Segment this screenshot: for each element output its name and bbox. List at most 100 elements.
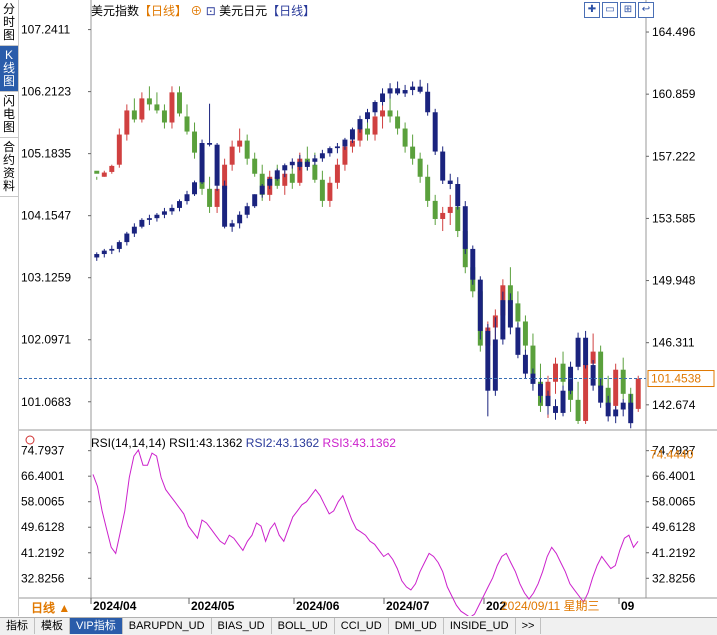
time-label: 09 [621, 599, 635, 613]
full-screen-icon[interactable]: ⊞ [620, 2, 636, 18]
usdjpy-candle [237, 214, 243, 224]
dxy-candle [297, 158, 303, 183]
usdjpy-candle [530, 373, 536, 384]
dxy-candle [139, 98, 145, 120]
dxy-candle [161, 110, 167, 123]
bottom-tab-2[interactable]: VIP指标 [70, 618, 123, 634]
usdjpy-candle [274, 170, 280, 179]
rsi-settings-icon[interactable] [25, 435, 35, 445]
rsi-left-label: 32.8256 [21, 571, 65, 585]
sidebar-tab-0[interactable]: 分时图 [0, 0, 18, 46]
usdjpy-candle [244, 206, 250, 215]
usdjpy-candle [477, 279, 483, 331]
bottom-tab-6[interactable]: CCI_UD [335, 618, 389, 634]
right-price-label: 142.674 [652, 398, 696, 412]
rsi-right-label: 41.2192 [652, 546, 696, 560]
bottom-tab-0[interactable]: 指标 [0, 618, 35, 634]
left-price-label: 105.1835 [21, 147, 71, 161]
usdjpy-candle [229, 223, 235, 227]
usdjpy-candle [342, 139, 348, 147]
chart-svg[interactable]: 107.2411 106.2123 105.1835 104.1547 103.1259… [19, 0, 717, 616]
bottom-tab-7[interactable]: DMI_UD [389, 618, 444, 634]
instrument2-label: 美元日元 [219, 4, 268, 18]
dxy-candle [342, 146, 348, 165]
usdjpy-candle [214, 144, 220, 186]
back-icon[interactable]: ↩ [638, 2, 654, 18]
dxy-candle [553, 363, 558, 382]
dxy-candle [395, 116, 401, 129]
usdjpy-candle [289, 161, 295, 166]
dxy-candle [365, 128, 370, 135]
usdjpy-candle [410, 86, 416, 91]
bottom-tab-3[interactable]: BARUPDN_UD [123, 618, 212, 634]
usdjpy-candle [199, 143, 205, 183]
zoom-in-icon[interactable]: ✚ [584, 2, 600, 18]
left-price-label: 101.0683 [21, 395, 71, 409]
left-price-label: 103.1259 [21, 271, 71, 285]
period-selector: 日线 ▲ [31, 600, 70, 615]
right-price-label: 160.859 [652, 87, 696, 101]
dxy-candle [94, 170, 100, 174]
bottom-tabs: 指标 模板 VIP指标 BARUPDN_UD BIAS_UD BOLL_UD CCI_UD D… [0, 617, 717, 635]
dxy-candle [417, 158, 423, 177]
bottom-tab-4[interactable]: BIAS_UD [212, 618, 272, 634]
dxy-candle [598, 351, 604, 388]
time-label: 2024/05 [191, 599, 235, 613]
dxy-candle [380, 110, 386, 117]
dxy-candle [387, 110, 393, 117]
instrument2-checkbox-icon[interactable]: ⊡ [205, 4, 216, 18]
usdjpy-candle [590, 365, 596, 386]
rsi-right-label: 49.6128 [652, 520, 696, 534]
sidebar-tab-3[interactable]: 合约资料 [0, 138, 18, 197]
usdjpy-candle [267, 178, 273, 186]
dxy-candle [169, 92, 175, 123]
dxy-candle [620, 369, 626, 394]
rsi-header: RSI(14,14,14) RSI1:43.1362 RSI2:43.1362 … [91, 436, 396, 450]
dxy-candle [425, 176, 431, 201]
usdjpy-candle [357, 119, 363, 130]
usdjpy-candle [124, 233, 130, 243]
bottom-tab-8[interactable]: INSIDE_UD [444, 618, 516, 634]
dxy-candle [289, 173, 295, 183]
usdjpy-candle [395, 88, 401, 94]
rsi-right-label: 58.0065 [652, 495, 696, 509]
dxy-candle [124, 110, 130, 135]
rsi2-value: RSI2:43.1362 [245, 436, 320, 450]
left-price-label: 104.1547 [21, 209, 71, 223]
usdjpy-candle [259, 185, 265, 195]
right-price-label: 157.222 [652, 149, 696, 163]
chart-area[interactable]: 107.2411 106.2123 105.1835 104.1547 103.1259… [19, 0, 717, 616]
dxy-candle [613, 369, 619, 406]
usdjpy-candle [387, 88, 393, 94]
usdjpy-candle [184, 194, 190, 202]
rsi-line [92, 448, 639, 616]
usdjpy-candle [380, 93, 386, 102]
dxy-candle [312, 164, 318, 180]
usdjpy-candle [545, 395, 551, 407]
usdjpy-candle [139, 219, 145, 227]
rsi-right-label: 66.4001 [652, 469, 696, 483]
last-price-label: 101.4538 [651, 372, 701, 386]
usdjpy-candle [447, 180, 453, 184]
period-selector-bg[interactable] [19, 600, 89, 616]
zoom-out-icon[interactable]: ▭ [602, 2, 618, 18]
usdjpy-candle [282, 165, 288, 171]
left-price-label: 106.2123 [21, 85, 71, 99]
period2-label: 【日线】 [267, 4, 316, 18]
usdjpy-candle [492, 339, 498, 391]
rsi-left-label: 49.6128 [21, 520, 65, 534]
usdjpy-candle [440, 151, 446, 181]
settings-icon[interactable]: ⊕ [190, 4, 203, 18]
dxy-candle [192, 131, 198, 153]
bottom-tab-9[interactable]: >> [516, 618, 542, 634]
rsi-left-label: 74.7937 [21, 444, 65, 458]
usdjpy-candle [116, 242, 122, 249]
bottom-tab-5[interactable]: BOLL_UD [272, 618, 335, 634]
usdjpy-candle [500, 300, 506, 340]
usdjpy-candle [613, 409, 619, 417]
left-price-label: 107.2411 [21, 23, 70, 37]
sidebar-tab-2[interactable]: 闪电图 [0, 92, 18, 138]
bottom-tab-1[interactable]: 模板 [35, 618, 70, 634]
usdjpy-candle [349, 129, 355, 140]
